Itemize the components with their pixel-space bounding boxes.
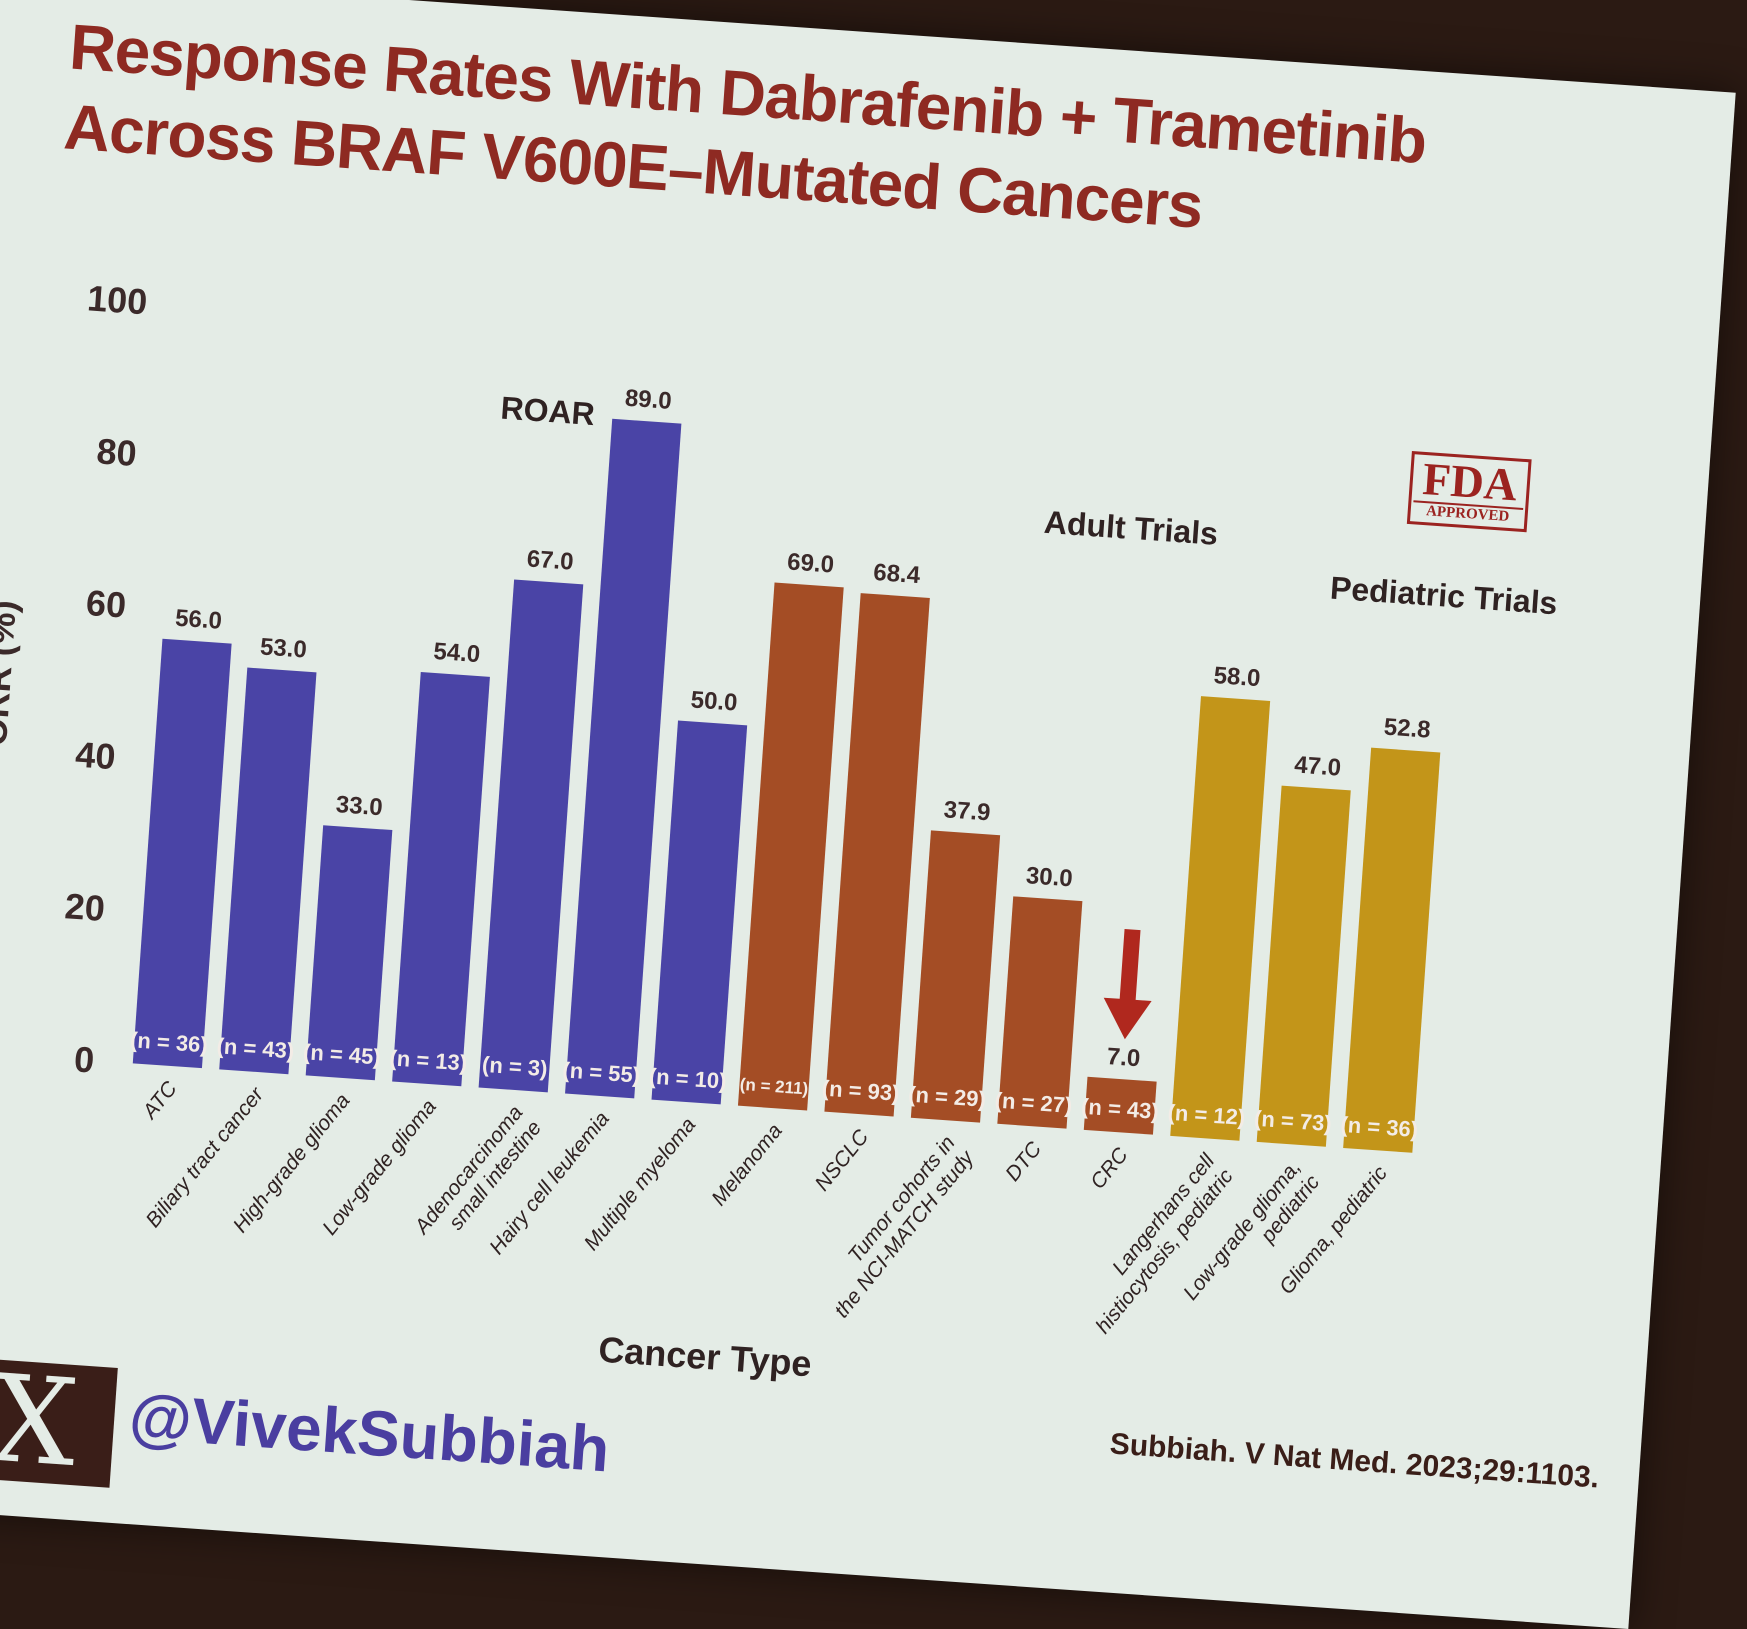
- bar: [305, 825, 393, 1081]
- bar-n-label: (n = 55): [562, 1057, 641, 1087]
- bar: [1170, 696, 1271, 1141]
- group-label: Pediatric Trials: [1329, 570, 1559, 622]
- bar-n-label: (n = 93): [821, 1075, 900, 1105]
- x-tick-label: Melanoma: [707, 1120, 787, 1211]
- bar-n-label: (n = 36): [129, 1027, 208, 1057]
- bar: [565, 418, 682, 1099]
- group-label: ROAR: [499, 390, 596, 432]
- bar-value-label: 52.8: [1383, 714, 1431, 744]
- x-tick-label: CRC: [1086, 1143, 1133, 1193]
- bar: [1343, 747, 1441, 1153]
- bar: [132, 638, 232, 1069]
- y-tick-label: 20: [63, 885, 106, 929]
- x-tick-label: DTC: [1001, 1137, 1047, 1186]
- group-label: Adult Trials: [1043, 504, 1219, 552]
- y-tick-label: 60: [85, 582, 128, 626]
- bar-value-label: 67.0: [526, 545, 574, 575]
- bar: [737, 582, 844, 1111]
- bar-value-label: 30.0: [1025, 862, 1073, 892]
- y-tick-label: 100: [86, 277, 149, 322]
- bar-n-label: (n = 10): [648, 1063, 727, 1093]
- bar-n-label: (n = 3): [481, 1052, 548, 1082]
- fda-text: FDA: [1420, 452, 1519, 511]
- x-tick-label-line: ATC: [137, 1077, 182, 1125]
- bar: [478, 579, 584, 1093]
- bar-value-label: 54.0: [433, 638, 481, 668]
- x-tick-label-line: NSCLC: [811, 1125, 874, 1195]
- bar-n-label: (n = 43): [1080, 1094, 1159, 1124]
- bar-value-label: 89.0: [624, 385, 672, 415]
- bar-value-label: 7.0: [1106, 1043, 1141, 1072]
- x-tick-label: Adenocarcinomasmall intestine: [409, 1101, 546, 1255]
- bar-value-label: 47.0: [1293, 751, 1341, 781]
- bar: [392, 672, 490, 1087]
- bar-n-label: (n = 12): [1167, 1100, 1246, 1130]
- bar-n-label: (n = 36): [1340, 1112, 1419, 1142]
- bar: [219, 667, 317, 1075]
- y-axis-label: ORR (%): [0, 599, 24, 748]
- bar-n-label: (n = 29): [907, 1082, 986, 1112]
- red-arrow-icon: [1103, 928, 1152, 1040]
- y-tick-label: 80: [95, 430, 138, 474]
- y-tick-label: 40: [74, 734, 117, 778]
- x-tick-label-line: DTC: [1001, 1137, 1047, 1186]
- bar-value-label: 68.4: [873, 559, 922, 589]
- x-logo-icon: X: [0, 1349, 118, 1494]
- bar-chart: 0 20 40 60 80 100 ORR (%) 56.0 (n = 36) ATC 53.0 (n…: [0, 277, 1559, 1385]
- bar: [910, 830, 1001, 1123]
- bar-value-label: 58.0: [1213, 662, 1261, 692]
- x-tick-label: NSCLC: [811, 1125, 874, 1195]
- bar: [997, 896, 1083, 1129]
- x-tick-label-line: the NCI-MATCH study: [830, 1146, 979, 1323]
- bar-value-label: 69.0: [786, 548, 834, 578]
- bar-n-label: (n = 13): [389, 1045, 468, 1075]
- bar: [824, 593, 930, 1117]
- bar-n-label: (n = 45): [302, 1039, 381, 1069]
- x-axis-label: Cancer Type: [597, 1329, 813, 1385]
- bar-n-label: (n = 73): [1253, 1106, 1332, 1136]
- bar-value-label: 37.9: [943, 796, 991, 826]
- bar: [1083, 1076, 1157, 1135]
- bar-n-label: (n = 211): [739, 1075, 809, 1099]
- bar-value-label: 33.0: [335, 791, 383, 821]
- x-tick-label: ATC: [137, 1077, 182, 1125]
- bar-n-label: (n = 27): [994, 1088, 1073, 1118]
- bar-value-label: 50.0: [690, 686, 738, 716]
- x-tick-label-line: Melanoma: [707, 1120, 787, 1211]
- bar-value-label: 53.0: [259, 633, 307, 663]
- bar-n-label: (n = 43): [216, 1033, 295, 1063]
- bar-value-label: 56.0: [174, 605, 222, 635]
- y-tick-label: 0: [73, 1038, 96, 1080]
- x-tick-label-line: CRC: [1086, 1143, 1133, 1193]
- bar: [1256, 785, 1351, 1147]
- fda-approved-stamp: FDA APPROVED: [1406, 451, 1532, 533]
- bar: [651, 720, 748, 1105]
